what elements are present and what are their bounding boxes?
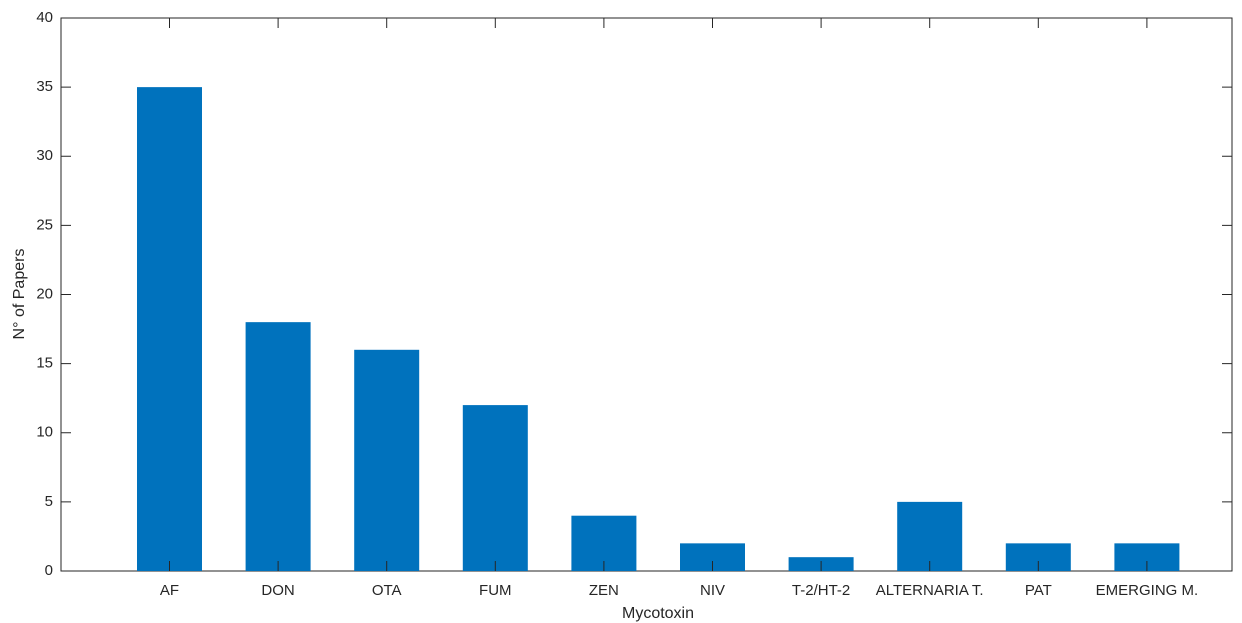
y-tick-label: 20 — [36, 285, 53, 302]
bar — [462, 405, 528, 571]
x-tick-label: AF — [160, 582, 179, 599]
axes-box — [60, 17, 1233, 572]
y-tick-label: 5 — [45, 493, 53, 510]
x-tick-label: OTA — [372, 582, 402, 599]
y-tick-label: 15 — [36, 355, 53, 372]
x-tick-label: NIV — [700, 582, 725, 599]
bar — [897, 501, 963, 571]
bar — [354, 349, 420, 571]
x-axis-label: Mycotoxin — [622, 605, 694, 622]
y-tick-label: 35 — [36, 78, 53, 95]
y-tick-label: 0 — [45, 562, 53, 579]
x-tick-label: FUM — [479, 582, 512, 599]
y-tick-label: 10 — [36, 424, 53, 441]
x-tick-label: PAT — [1025, 582, 1052, 599]
y-tick-label: 25 — [36, 216, 53, 233]
x-tick-label: ALTERNARIA T. — [876, 582, 984, 599]
x-tick-label: DON — [261, 582, 294, 599]
x-tick-label: ZEN — [589, 582, 619, 599]
y-tick-label: 30 — [36, 147, 53, 164]
y-axis-label: N° of Papers — [11, 249, 28, 340]
bar — [137, 87, 202, 571]
y-tick-label: 40 — [36, 9, 53, 26]
bar — [245, 322, 311, 571]
x-tick-label: EMERGING M. — [1096, 582, 1199, 599]
x-tick-label: T-2/HT-2 — [792, 582, 850, 599]
